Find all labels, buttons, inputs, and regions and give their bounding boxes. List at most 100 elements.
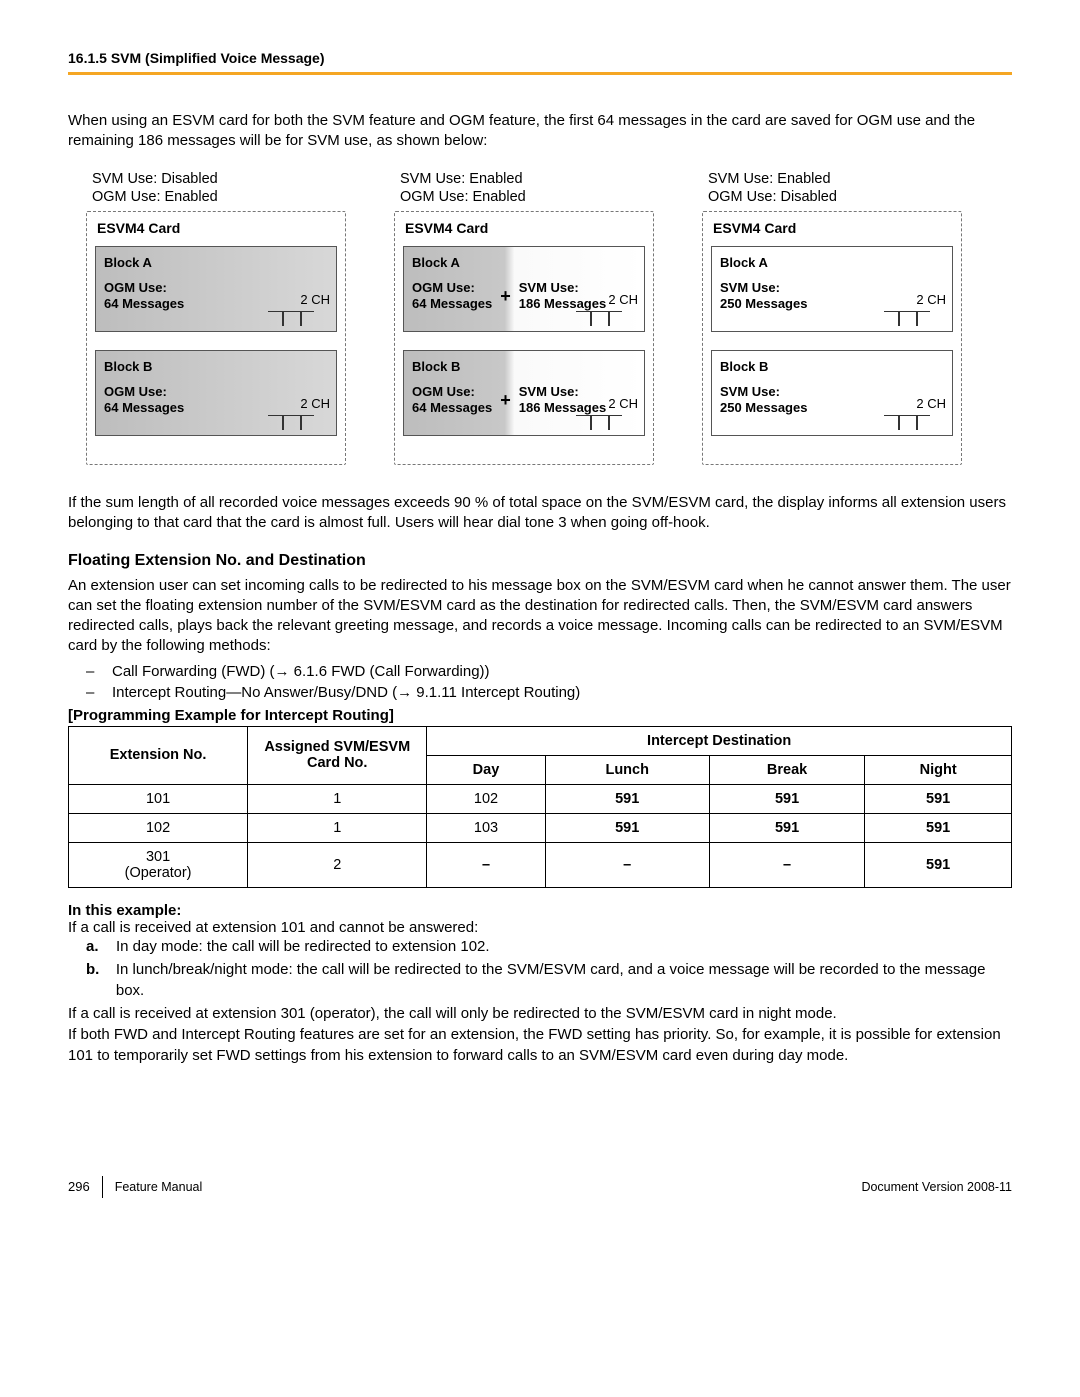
bullet-1: Call Forwarding (FWD) (→ 6.1.6 FWD (Call… [112,661,490,682]
diag1-blockB: Block B OGM Use: 64 Messages 2 CH [95,350,337,436]
ports-icon [268,415,314,431]
alpha-b: In lunch/break/night mode: the call will… [116,959,1012,1001]
footer: 296 Feature Manual Document Version 2008… [68,1176,1012,1198]
block-text: SVM Use: [720,384,807,400]
th-lunch: Lunch [545,755,709,784]
block-text: 64 Messages [412,296,492,312]
cell: 103 [427,813,545,842]
table-row: 102 1 103 591 591 591 [69,813,1012,842]
channel-label: 2 CH [608,292,638,307]
bullet-list: –Call Forwarding (FWD) (→ 6.1.6 FWD (Cal… [68,661,1012,703]
diag2-line1: SVM Use: Enabled [400,170,654,189]
intro-paragraph: When using an ESVM card for both the SVM… [68,111,1012,152]
diag2-blockA: Block A OGM Use: 64 Messages + SVM Use: … [403,246,645,332]
manual-name: Feature Manual [115,1180,203,1194]
cell: 2 [248,842,427,887]
cell: 301 (Operator) [69,842,248,887]
diag3-card-title: ESVM4 Card [711,220,953,236]
diag2-card-title: ESVM4 Card [403,220,645,236]
example-after2: If both FWD and Intercept Routing featur… [68,1024,1012,1066]
channel-label: 2 CH [916,292,946,307]
block-text: OGM Use: [412,280,492,296]
diag3-blockA: Block A SVM Use: 250 Messages 2 CH [711,246,953,332]
cell: – [709,842,865,887]
th-day: Day [427,755,545,784]
diag1-blockA: Block A OGM Use: 64 Messages 2 CH [95,246,337,332]
block-name: Block A [720,255,944,270]
cell: – [427,842,545,887]
floating-body: An extension user can set incoming calls… [68,576,1012,657]
block-text: OGM Use: [412,384,492,400]
example-lead: If a call is received at extension 101 a… [68,919,1012,936]
block-text: 64 Messages [104,400,184,416]
channel-label: 2 CH [300,292,330,307]
cell: 591 [865,784,1012,813]
block-text: SVM Use: [720,280,807,296]
cell: 591 [709,813,865,842]
th-assigned: Assigned SVM/ESVM Card No. [248,726,427,784]
cell: 102 [69,813,248,842]
doc-version: Document Version 2008-11 [861,1180,1012,1194]
diagram-card-3: SVM Use: Enabled OGM Use: Disabled ESVM4… [702,170,962,466]
block-text: 250 Messages [720,296,807,312]
floating-title: Floating Extension No. and Destination [68,552,1012,570]
th-ext: Extension No. [69,726,248,784]
diag3-line2: OGM Use: Disabled [708,188,962,207]
table-title: [Programming Example for Intercept Routi… [68,707,1012,724]
channel-label: 2 CH [300,396,330,411]
ports-icon [268,311,314,327]
th-break: Break [709,755,865,784]
diag1-line2: OGM Use: Enabled [92,188,346,207]
block-text: SVM Use: [519,384,606,400]
plus-icon: + [498,286,513,307]
cell: 591 [545,784,709,813]
diag2-blockB: Block B OGM Use: 64 Messages + SVM Use: … [403,350,645,436]
cell: 101 [69,784,248,813]
channel-label: 2 CH [608,396,638,411]
plus-icon: + [498,390,513,411]
diag1-card-title: ESVM4 Card [95,220,337,236]
paragraph-sum: If the sum length of all recorded voice … [68,493,1012,534]
cell: 591 [709,784,865,813]
channel-label: 2 CH [916,396,946,411]
page-number: 296 [68,1179,90,1194]
section-header: 16.1.5 SVM (Simplified Voice Message) [68,50,1012,66]
block-text: 64 Messages [412,400,492,416]
block-name: Block B [104,359,328,374]
ports-icon [576,415,622,431]
ports-icon [576,311,622,327]
diag3-blockB: Block B SVM Use: 250 Messages 2 CH [711,350,953,436]
diag1-line1: SVM Use: Disabled [92,170,346,189]
cell: 1 [248,813,427,842]
footer-divider [102,1176,103,1198]
cell: 591 [545,813,709,842]
block-name: Block A [104,255,328,270]
cell: 591 [865,813,1012,842]
alpha-list: a.In day mode: the call will be redirect… [68,936,1012,1001]
th-night: Night [865,755,1012,784]
example-after1: If a call is received at extension 301 (… [68,1003,1012,1024]
diagram-card-2: SVM Use: Enabled OGM Use: Enabled ESVM4 … [394,170,654,466]
block-name: Block A [412,255,636,270]
cell: 1 [248,784,427,813]
ports-icon [884,415,930,431]
block-text: OGM Use: [104,280,184,296]
diag3-line1: SVM Use: Enabled [708,170,962,189]
example-title: In this example: [68,902,1012,919]
cell: – [545,842,709,887]
ports-icon [884,311,930,327]
header-rule [68,72,1012,75]
cell: 102 [427,784,545,813]
diagram-card-1: SVM Use: Disabled OGM Use: Enabled ESVM4… [86,170,346,466]
block-text: OGM Use: [104,384,184,400]
block-text: SVM Use: [519,280,606,296]
block-text: 64 Messages [104,296,184,312]
block-name: Block B [412,359,636,374]
cell: 591 [865,842,1012,887]
routing-table: Extension No. Assigned SVM/ESVM Card No.… [68,726,1012,888]
th-dest: Intercept Destination [427,726,1012,755]
diag2-line2: OGM Use: Enabled [400,188,654,207]
table-row: 301 (Operator) 2 – – – 591 [69,842,1012,887]
bullet-2: Intercept Routing—No Answer/Busy/DND (→ … [112,682,580,703]
block-name: Block B [720,359,944,374]
